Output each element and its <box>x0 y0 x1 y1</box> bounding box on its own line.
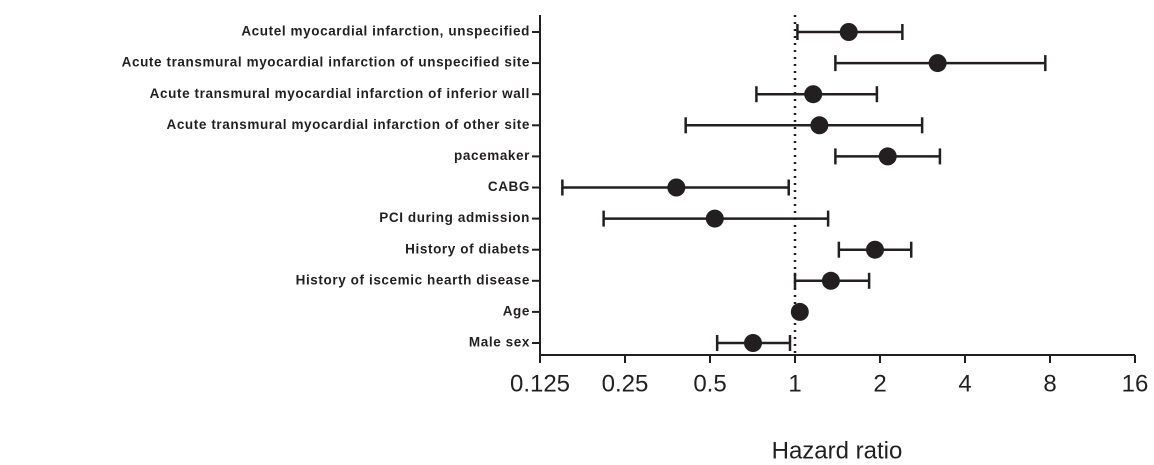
y-tick-label: Acutel myocardial infarction, unspecifie… <box>241 24 530 39</box>
estimate-point <box>865 240 884 259</box>
y-tick-label: PCI during admission <box>379 210 530 225</box>
estimate-point <box>839 23 858 41</box>
estimate-point <box>744 334 763 352</box>
estimate-point <box>810 116 829 135</box>
y-tick-label: pacemaker <box>454 148 530 163</box>
x-axis-label: Hazard ratio <box>772 437 903 464</box>
estimate-point <box>821 271 840 290</box>
y-tick-label: Age <box>503 303 530 318</box>
x-tick-label: 0.25 <box>602 370 649 397</box>
estimate-point <box>790 302 809 321</box>
x-tick-label: 1 <box>788 370 801 397</box>
x-tick-label: 0.125 <box>510 370 570 397</box>
y-tick-label: History of diabets <box>405 241 530 256</box>
y-tick-label: Male sex <box>469 335 530 350</box>
x-tick-label: 16 <box>1122 370 1149 397</box>
x-tick-label: 0.5 <box>693 370 726 397</box>
y-tick-label: Acute transmural myocardial infarction o… <box>122 55 530 70</box>
y-tick-label: CABG <box>488 179 530 194</box>
estimate-point <box>878 147 897 166</box>
estimate-point <box>804 85 823 104</box>
estimate-point <box>928 54 947 73</box>
y-tick-label: History of iscemic hearth disease <box>296 272 530 287</box>
estimate-point <box>667 178 686 197</box>
x-tick-label: 4 <box>958 370 971 397</box>
x-tick-label: 2 <box>873 370 886 397</box>
x-tick-label: 8 <box>1043 370 1056 397</box>
estimate-point <box>705 209 724 228</box>
y-tick-label: Acute transmural myocardial infarction o… <box>150 86 530 101</box>
y-tick-label: Acute transmural myocardial infarction o… <box>166 117 530 132</box>
